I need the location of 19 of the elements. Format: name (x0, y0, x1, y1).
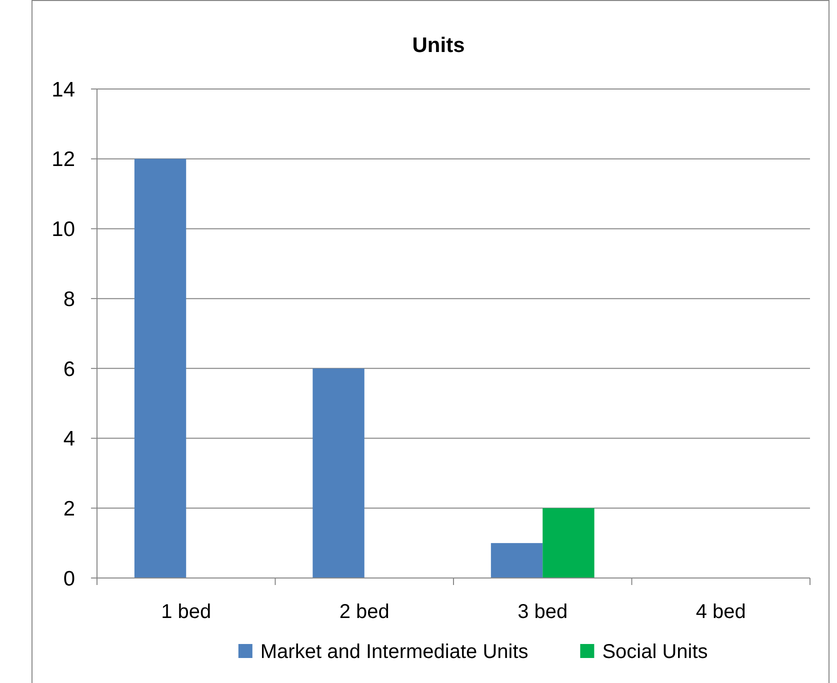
y-tick-label: 0 (63, 567, 75, 590)
y-tick-label: 14 (52, 78, 76, 102)
chart-title: Units (412, 34, 465, 57)
y-tick-label: 2 (63, 497, 75, 520)
x-tick-label: 2 bed (339, 601, 390, 623)
bar (490, 543, 543, 578)
x-tick-label: 4 bed (696, 601, 746, 623)
x-tick-label: 3 bed (518, 601, 568, 623)
y-tick-label: 6 (63, 358, 75, 381)
y-tick-label: 8 (63, 288, 75, 311)
bar (312, 368, 364, 578)
legend-label: Market and Intermediate Units (260, 641, 528, 663)
bar (134, 158, 186, 578)
legend-label: Social Units (602, 641, 708, 663)
x-tick-label: 1 bed (161, 601, 212, 623)
y-tick-label: 10 (52, 218, 75, 242)
bar (542, 508, 594, 578)
y-tick-label: 4 (63, 428, 76, 451)
y-tick-label: 12 (52, 148, 75, 172)
